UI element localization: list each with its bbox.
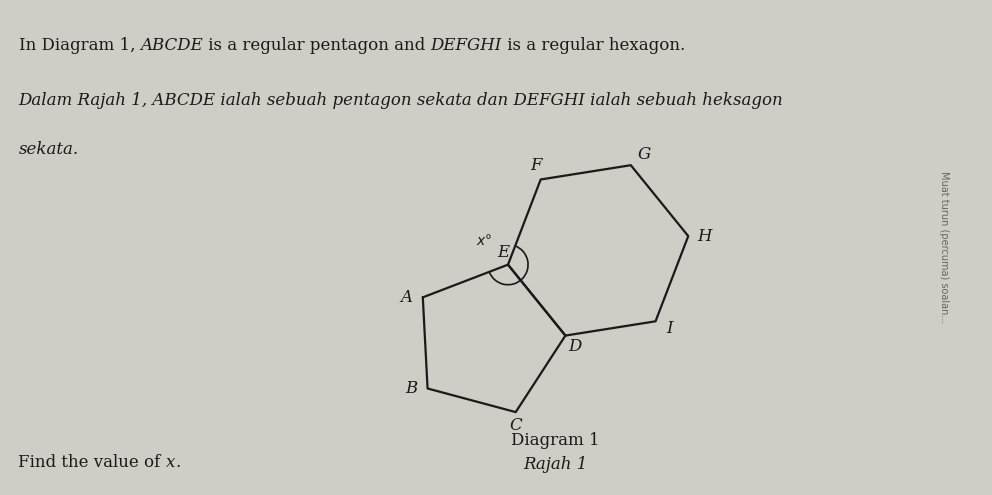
Text: B: B — [405, 380, 418, 397]
Text: Find the value of: Find the value of — [19, 454, 166, 471]
Text: Rajah 1: Rajah 1 — [524, 456, 587, 473]
Text: D: D — [567, 338, 581, 355]
Text: DEFGHI: DEFGHI — [431, 37, 502, 53]
Text: x: x — [166, 454, 176, 471]
Text: is a regular pentagon and: is a regular pentagon and — [203, 37, 431, 53]
Text: A: A — [401, 289, 413, 306]
Text: C: C — [509, 417, 522, 434]
Text: Muat turun (percuma) soalan...: Muat turun (percuma) soalan... — [938, 171, 949, 324]
Text: G: G — [638, 146, 651, 163]
Text: In Diagram 1,: In Diagram 1, — [19, 37, 140, 53]
Text: E: E — [497, 245, 510, 261]
Text: Dalam Rajah 1, ABCDE ialah sebuah pentagon sekata dan DEFGHI ialah sebuah heksag: Dalam Rajah 1, ABCDE ialah sebuah pentag… — [19, 92, 784, 108]
Text: $x$°: $x$° — [476, 233, 492, 248]
Text: H: H — [697, 228, 712, 245]
Text: .: . — [176, 454, 181, 471]
Text: Diagram 1: Diagram 1 — [511, 432, 600, 449]
Text: I: I — [666, 320, 673, 337]
Text: ABCDE: ABCDE — [140, 37, 203, 53]
Text: is a regular hexagon.: is a regular hexagon. — [502, 37, 685, 53]
Text: F: F — [531, 157, 542, 174]
Text: sekata.: sekata. — [19, 141, 78, 157]
